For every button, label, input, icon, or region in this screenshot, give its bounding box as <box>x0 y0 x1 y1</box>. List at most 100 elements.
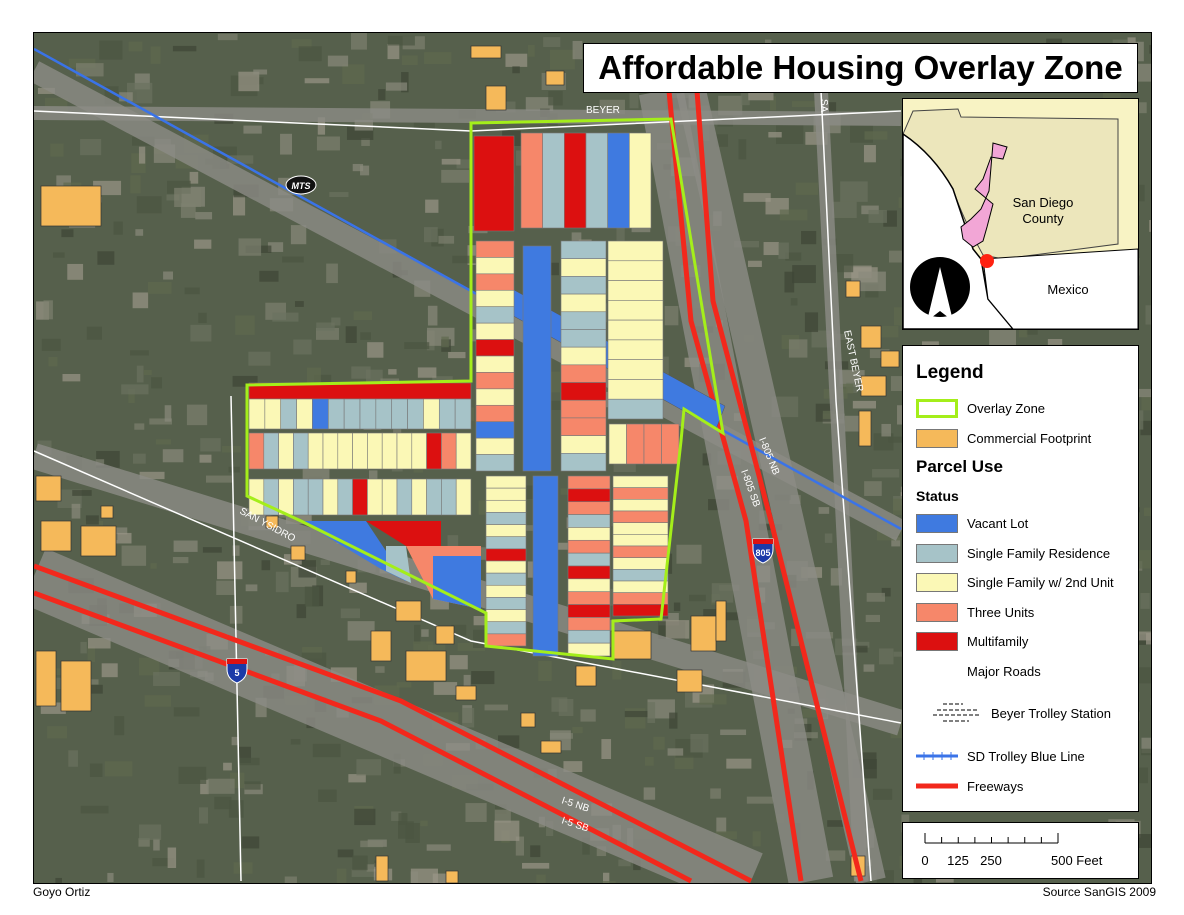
legend-label: Single Family w/ 2nd Unit <box>967 574 1114 590</box>
parcel-H <box>296 398 313 430</box>
aerial-texture <box>881 423 891 437</box>
parcel-K <box>485 621 527 635</box>
aerial-texture <box>457 642 486 651</box>
commercial-footprint <box>100 505 114 519</box>
parcel-H <box>264 398 282 430</box>
aerial-texture <box>147 281 172 294</box>
aerial-texture <box>866 592 885 602</box>
aerial-texture <box>1134 41 1144 62</box>
aerial-texture <box>839 370 865 387</box>
legend-item-vacant: Vacant Lot <box>916 513 1028 533</box>
aerial-texture <box>1145 305 1151 325</box>
aerial-texture <box>720 729 747 736</box>
parcel-N <box>612 604 669 617</box>
aerial-texture <box>449 655 468 670</box>
parcel-J <box>426 478 442 516</box>
aerial-texture <box>387 35 415 46</box>
county-label-2: County <box>1022 211 1064 226</box>
aerial-texture <box>716 817 727 833</box>
aerial-texture <box>207 778 235 794</box>
aerial-texture <box>132 292 149 309</box>
mts-label: MTS <box>292 181 311 191</box>
commercial-footprint <box>405 650 447 682</box>
legend: Legend Overlay Zone Commercial Footprint… <box>902 345 1139 812</box>
aerial-texture <box>456 159 471 169</box>
second-unit-swatch <box>916 572 958 592</box>
parcel-E <box>560 417 607 436</box>
aerial-texture <box>293 339 312 355</box>
aerial-texture <box>43 300 53 320</box>
aerial-texture <box>128 388 135 404</box>
aerial-texture <box>840 181 868 202</box>
commercial-footprint <box>375 855 389 882</box>
aerial-texture <box>345 326 357 343</box>
aerial-texture <box>1141 396 1151 411</box>
aerial-texture <box>139 824 162 840</box>
aerial-texture <box>52 252 65 258</box>
parcel-F <box>607 280 664 301</box>
commercial-footprint <box>40 185 102 227</box>
commercial-footprint <box>860 375 887 397</box>
aerial-texture <box>280 133 292 155</box>
parcel-C <box>475 404 515 423</box>
aerial-texture <box>228 800 244 818</box>
aerial-texture <box>546 821 554 837</box>
aerial-texture <box>719 584 740 591</box>
aerial-texture <box>572 726 583 734</box>
commercial-footprint <box>715 600 727 642</box>
parcel-C <box>475 306 515 324</box>
aerial-texture <box>227 155 254 164</box>
aerial-texture <box>717 612 739 621</box>
parcel-K <box>485 548 527 562</box>
aerial-texture <box>441 336 449 348</box>
vacant-swatch <box>916 513 958 533</box>
parcel-triangle <box>433 556 481 609</box>
aerial-texture <box>232 545 240 556</box>
aerial-texture <box>351 366 371 379</box>
aerial-texture <box>331 317 341 326</box>
legend-label: Multifamily <box>967 633 1029 649</box>
aerial-texture <box>398 821 414 839</box>
aerial-texture <box>253 69 268 75</box>
parcel-C <box>475 421 515 439</box>
overlay-swatch <box>916 398 958 418</box>
aerial-texture <box>858 271 886 292</box>
aerial-texture <box>881 587 891 597</box>
aerial-texture <box>769 96 777 111</box>
parcel-K <box>485 524 527 538</box>
aerial-texture <box>198 807 209 824</box>
aerial-texture <box>785 252 802 261</box>
aerial-texture <box>525 97 554 112</box>
aerial-texture <box>275 571 289 593</box>
parcel-J <box>396 478 413 516</box>
author-credit: Goyo Ortiz <box>33 885 91 899</box>
aerial-texture <box>852 400 877 409</box>
aerial-texture <box>401 55 418 66</box>
aerial-texture <box>451 624 467 636</box>
aerial-texture <box>421 629 429 637</box>
aerial-texture <box>629 92 639 109</box>
parcel-I <box>426 432 442 470</box>
aerial-texture <box>393 753 401 774</box>
freeway-line <box>34 563 753 883</box>
aerial-texture <box>144 370 152 376</box>
aerial-texture <box>859 752 877 770</box>
aerial-texture <box>150 563 157 569</box>
aerial-texture <box>162 449 184 463</box>
aerial-texture <box>776 125 804 145</box>
scale-label-125: 125 <box>947 853 969 868</box>
aerial-texture <box>385 82 408 91</box>
parcel-C <box>475 257 515 275</box>
aerial-texture <box>349 582 367 593</box>
parcel-H <box>375 398 393 430</box>
parcel-N <box>612 569 669 582</box>
aerial-texture <box>548 91 563 106</box>
aerial-texture <box>582 837 590 855</box>
aerial-texture <box>872 469 900 478</box>
commercial-footprint <box>455 685 477 701</box>
parcel-E <box>560 258 607 277</box>
aerial-texture <box>441 158 461 165</box>
parcel-H <box>423 398 440 430</box>
parcel-M <box>567 501 611 515</box>
aerial-texture <box>50 143 64 157</box>
